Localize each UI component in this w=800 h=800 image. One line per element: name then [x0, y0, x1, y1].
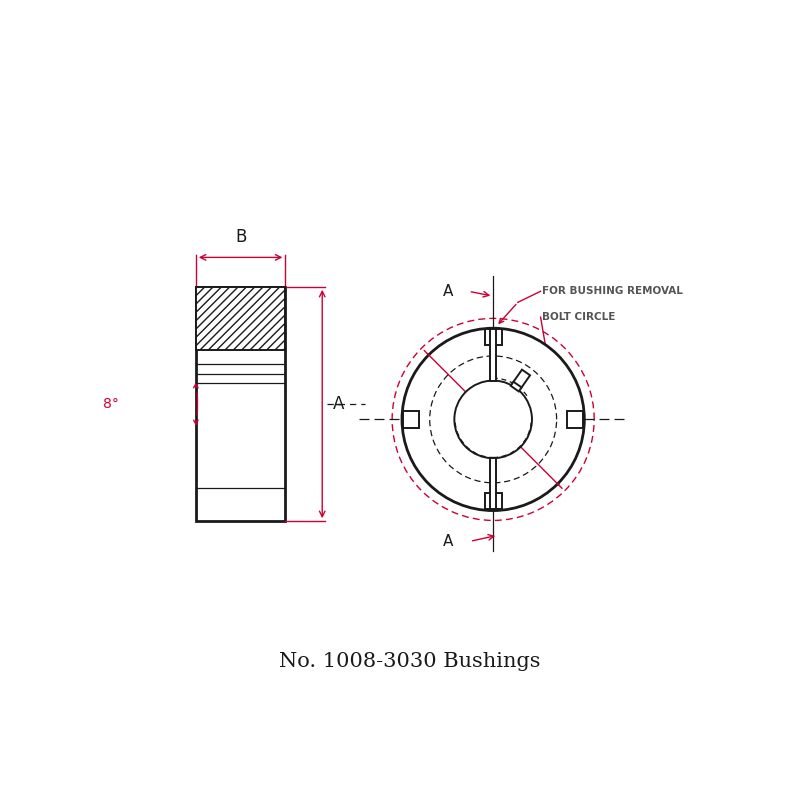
Polygon shape — [567, 410, 583, 428]
Polygon shape — [485, 330, 502, 346]
Polygon shape — [510, 370, 530, 391]
Text: B: B — [235, 228, 246, 246]
Text: BOLT CIRCLE: BOLT CIRCLE — [542, 312, 616, 322]
Text: 8°: 8° — [103, 397, 119, 411]
Text: FOR BUSHING REMOVAL: FOR BUSHING REMOVAL — [542, 286, 683, 296]
Bar — [196, 287, 286, 521]
Text: 85°: 85° — [519, 466, 542, 478]
Polygon shape — [490, 458, 496, 510]
Text: A: A — [442, 534, 453, 549]
Text: No. 1008-3030 Bushings: No. 1008-3030 Bushings — [279, 652, 541, 671]
Text: A: A — [442, 284, 453, 298]
Circle shape — [454, 381, 532, 458]
Text: A: A — [334, 395, 345, 413]
Polygon shape — [403, 410, 419, 428]
Circle shape — [402, 328, 584, 510]
Text: 85°: 85° — [434, 466, 457, 478]
Text: 55°: 55° — [513, 383, 535, 396]
Polygon shape — [490, 330, 496, 381]
Polygon shape — [485, 494, 502, 510]
Bar — [196, 287, 286, 350]
